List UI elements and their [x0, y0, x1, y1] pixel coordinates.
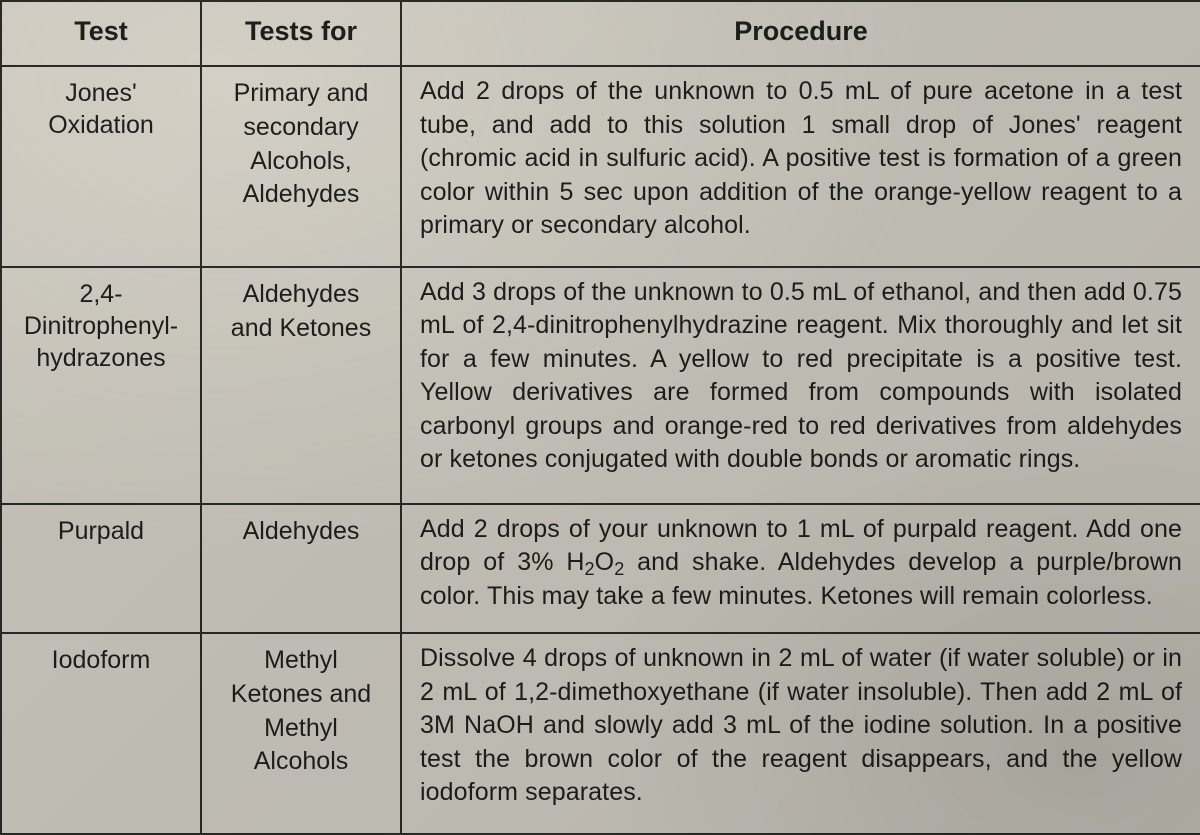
table-row: Jones'Oxidation Primary andsecondaryAlco… — [1, 66, 1200, 267]
table-row: Iodoform MethylKetones andMethylAlcohols… — [1, 633, 1200, 834]
cell-test: 2,4-Dinitrophenyl-hydrazones — [1, 267, 201, 504]
col-header-test: Test — [1, 1, 201, 66]
cell-tests-for: MethylKetones andMethylAlcohols — [201, 633, 401, 834]
cell-test: Iodoform — [1, 633, 201, 834]
col-header-tests-for: Tests for — [201, 1, 401, 66]
cell-test: Jones'Oxidation — [1, 66, 201, 267]
table-header-row: Test Tests for Procedure — [1, 1, 1200, 66]
cell-tests-for: Aldehydesand Ketones — [201, 267, 401, 504]
cell-procedure: Add 2 drops of the unknown to 0.5 mL of … — [401, 66, 1200, 267]
cell-procedure: Add 2 drops of your unknown to 1 mL of p… — [401, 504, 1200, 633]
table-row: 2,4-Dinitrophenyl-hydrazones Aldehydesan… — [1, 267, 1200, 504]
cell-procedure: Dissolve 4 drops of unknown in 2 mL of w… — [401, 633, 1200, 834]
col-header-procedure: Procedure — [401, 1, 1200, 66]
cell-tests-for: Aldehydes — [201, 504, 401, 633]
chemical-tests-table: Test Tests for Procedure Jones'Oxidation… — [0, 0, 1200, 835]
table-row: Purpald Aldehydes Add 2 drops of your un… — [1, 504, 1200, 633]
cell-test: Purpald — [1, 504, 201, 633]
cell-procedure: Add 3 drops of the unknown to 0.5 mL of … — [401, 267, 1200, 504]
cell-tests-for: Primary andsecondaryAlcohols,Aldehydes — [201, 66, 401, 267]
